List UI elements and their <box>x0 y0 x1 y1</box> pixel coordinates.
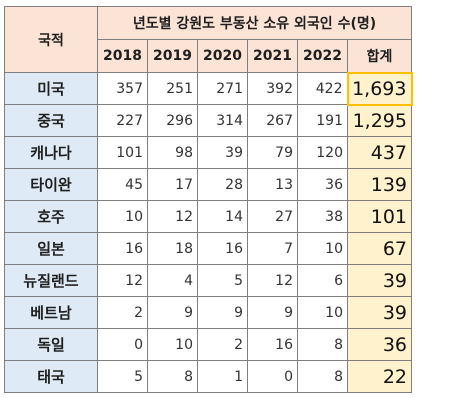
total-cell: 101 <box>347 200 412 233</box>
value-cell: 392 <box>247 72 298 105</box>
value-cell: 10 <box>97 200 148 233</box>
total-cell: 67 <box>347 232 412 265</box>
value-cell: 10 <box>297 296 348 329</box>
value-cell: 9 <box>197 296 248 329</box>
total-cell: 39 <box>347 264 412 297</box>
value-cell: 45 <box>97 168 148 201</box>
year-header: 2018 <box>97 39 148 73</box>
table-container: 국적 년도별 강원도 부동산 소유 외국인 수(명) 2018 2019 202… <box>4 6 413 393</box>
total-cell: 437 <box>347 136 412 169</box>
country-label: 뉴질랜드 <box>4 264 98 297</box>
value-cell: 17 <box>147 168 198 201</box>
value-cell: 8 <box>297 328 348 361</box>
country-label: 호주 <box>4 200 98 233</box>
country-label: 베트남 <box>4 296 98 329</box>
value-cell: 251 <box>147 72 198 105</box>
value-cell: 422 <box>297 72 348 105</box>
country-label: 독일 <box>4 328 98 361</box>
value-cell: 6 <box>297 264 348 297</box>
year-header: 2019 <box>147 39 198 73</box>
header-row-years: 2018 2019 2020 2021 2022 합계 <box>5 39 412 73</box>
country-label: 태국 <box>4 360 98 393</box>
value-cell: 9 <box>147 296 198 329</box>
total-cell: 1,693 <box>346 71 413 106</box>
value-cell: 191 <box>297 104 348 137</box>
value-cell: 39 <box>197 136 248 169</box>
table-row: 미국 357 251 271 392 422 1,693 <box>4 71 413 106</box>
table-row: 독일 0 10 2 16 8 36 <box>4 328 412 361</box>
value-cell: 16 <box>247 328 298 361</box>
value-cell: 9 <box>247 296 298 329</box>
value-cell: 314 <box>197 104 248 137</box>
country-label: 타이완 <box>4 168 98 201</box>
value-cell: 5 <box>97 360 148 393</box>
value-cell: 98 <box>147 136 198 169</box>
value-cell: 10 <box>297 232 348 265</box>
table-row: 태국 5 8 1 0 8 22 <box>4 360 412 393</box>
table-row: 타이완 45 17 28 13 36 139 <box>4 168 412 201</box>
country-label: 중국 <box>4 104 98 137</box>
value-cell: 267 <box>247 104 298 137</box>
value-cell: 36 <box>297 168 348 201</box>
value-cell: 5 <box>197 264 248 297</box>
country-label: 일본 <box>4 232 98 265</box>
value-cell: 79 <box>247 136 298 169</box>
value-cell: 12 <box>247 264 298 297</box>
year-header: 2020 <box>197 39 248 73</box>
value-cell: 12 <box>147 200 198 233</box>
value-cell: 14 <box>197 200 248 233</box>
value-cell: 28 <box>197 168 248 201</box>
total-cell: 22 <box>347 360 412 393</box>
total-cell: 1,295 <box>347 104 412 137</box>
value-cell: 1 <box>197 360 248 393</box>
value-cell: 4 <box>147 264 198 297</box>
value-cell: 10 <box>147 328 198 361</box>
total-cell: 139 <box>347 168 412 201</box>
table-row: 베트남 2 9 9 9 10 39 <box>4 296 412 329</box>
country-label: 미국 <box>4 72 98 105</box>
value-cell: 357 <box>97 72 148 105</box>
value-cell: 2 <box>197 328 248 361</box>
table-row: 캐나다 101 98 39 79 120 437 <box>4 136 412 169</box>
value-cell: 120 <box>297 136 348 169</box>
table-row: 중국 227 296 314 267 191 1,295 <box>4 104 412 137</box>
year-header: 2022 <box>297 39 348 73</box>
table-row: 일본 16 18 16 7 10 67 <box>4 232 412 265</box>
table-row: 호주 10 12 14 27 38 101 <box>4 200 412 233</box>
total-header: 합계 <box>347 39 412 73</box>
country-label: 캐나다 <box>4 136 98 169</box>
table-title: 년도별 강원도 부동산 소유 외국인 수(명) <box>97 6 412 40</box>
value-cell: 27 <box>247 200 298 233</box>
year-header: 2021 <box>247 39 298 73</box>
foreign-owner-table: 국적 년도별 강원도 부동산 소유 외국인 수(명) 2018 2019 202… <box>4 6 413 393</box>
table-row: 뉴질랜드 12 4 5 12 6 39 <box>4 264 412 297</box>
value-cell: 271 <box>197 72 248 105</box>
value-cell: 8 <box>147 360 198 393</box>
value-cell: 16 <box>197 232 248 265</box>
value-cell: 2 <box>97 296 148 329</box>
value-cell: 13 <box>247 168 298 201</box>
value-cell: 296 <box>147 104 198 137</box>
country-header: 국적 <box>4 6 98 73</box>
total-cell: 36 <box>347 328 412 361</box>
value-cell: 12 <box>97 264 148 297</box>
value-cell: 16 <box>97 232 148 265</box>
value-cell: 0 <box>247 360 298 393</box>
value-cell: 227 <box>97 104 148 137</box>
value-cell: 7 <box>247 232 298 265</box>
value-cell: 101 <box>97 136 148 169</box>
value-cell: 8 <box>297 360 348 393</box>
value-cell: 18 <box>147 232 198 265</box>
total-cell: 39 <box>347 296 412 329</box>
value-cell: 38 <box>297 200 348 233</box>
value-cell: 0 <box>97 328 148 361</box>
header-row-title: 국적 년도별 강원도 부동산 소유 외국인 수(명) <box>4 6 412 73</box>
